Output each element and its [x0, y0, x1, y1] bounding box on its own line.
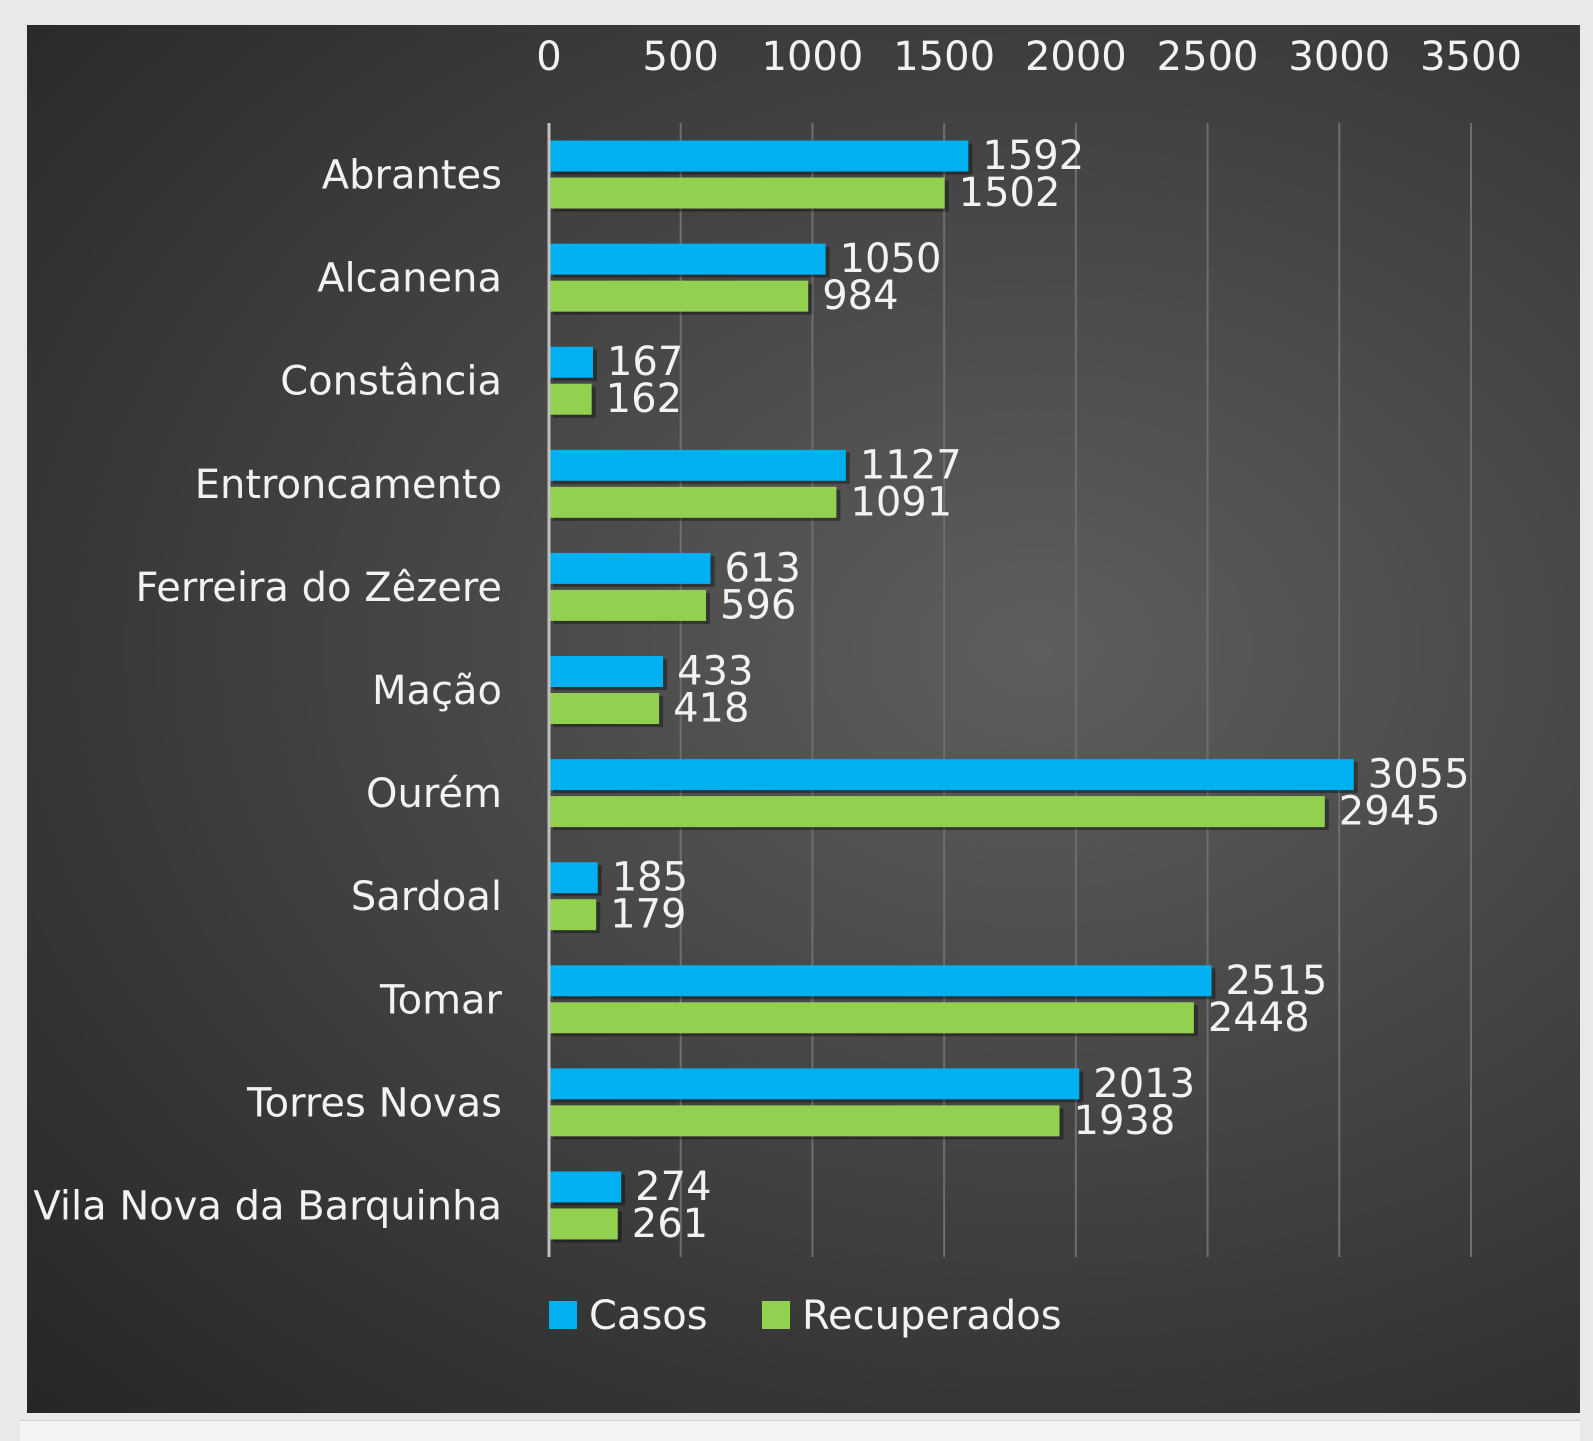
bar-recuperados [549, 280, 809, 312]
category-label: Constância [280, 359, 502, 405]
x-tick-label: 3000 [1288, 34, 1390, 80]
bar-casos [549, 656, 664, 687]
bar-casos [549, 140, 969, 172]
bar-recuperados [549, 899, 597, 931]
data-label: 433 [677, 649, 753, 695]
data-label: 274 [635, 1164, 711, 1210]
bar-casos [549, 449, 846, 481]
x-tick-label: 0 [536, 34, 561, 80]
x-tick-label: 500 [643, 34, 719, 80]
data-label: 1502 [959, 170, 1061, 216]
legend-swatch-recuperados [762, 1301, 790, 1329]
bar-recuperados [549, 589, 707, 621]
category-label: Torres Novas [246, 1080, 502, 1126]
chart-frame: 0 500 1000 1500 2000 2500 3000 3500 1592 1502 105… [27, 25, 1580, 1413]
bar-recuperados [549, 796, 1325, 828]
category-label: Abrantes [322, 153, 502, 199]
bar-casos [549, 759, 1354, 791]
data-label: 1592 [982, 133, 1084, 179]
x-tick-label: 3500 [1420, 34, 1522, 80]
legend: Casos Recuperados [549, 1293, 1062, 1339]
gridlines [679, 123, 1472, 1257]
data-label: 1050 [840, 236, 942, 282]
data-label: 2945 [1339, 789, 1441, 835]
bar-recuperados [549, 1002, 1194, 1034]
x-tick-label: 2500 [1157, 34, 1259, 80]
bar-recuperados [549, 383, 592, 415]
data-label: 162 [606, 376, 682, 422]
data-label: 179 [610, 892, 686, 938]
bar-casos [549, 243, 826, 275]
bar-recuperados [549, 1208, 618, 1240]
data-label: 613 [724, 545, 800, 591]
category-label: Alcanena [317, 256, 502, 302]
category-label: Entroncamento [195, 462, 502, 508]
data-label: 1127 [860, 442, 962, 488]
category-label: Vila Nova da Barquinha [33, 1183, 502, 1229]
category-labels: Abrantes Alcanena Constância Entroncamento F… [33, 153, 502, 1230]
data-label: 185 [612, 855, 688, 901]
data-label: 1938 [1074, 1098, 1176, 1144]
data-label: 261 [632, 1201, 708, 1247]
category-label: Mação [372, 668, 502, 714]
legend-label: Casos [589, 1293, 708, 1339]
bar-casos [549, 552, 711, 584]
bar-casos [549, 346, 593, 378]
data-label: 2013 [1093, 1061, 1195, 1107]
data-label: 596 [720, 582, 796, 628]
bar-recuperados [549, 1105, 1060, 1137]
x-tick-label: 2000 [1025, 34, 1127, 80]
data-label: 984 [822, 273, 898, 319]
x-axis-tick-labels: 0 500 1000 1500 2000 2500 3000 3500 [536, 34, 1522, 80]
category-label: Ferreira do Zêzere [135, 565, 502, 611]
data-label: 2515 [1226, 958, 1328, 1004]
window-bottom-edge [20, 1420, 1580, 1441]
bar-casos [549, 1068, 1080, 1100]
bar-recuperados [549, 177, 945, 209]
bar-casos [549, 862, 598, 894]
data-label: 2448 [1208, 995, 1310, 1041]
x-tick-label: 1000 [762, 34, 864, 80]
bar-casos [549, 965, 1212, 997]
data-label: 1091 [850, 479, 952, 525]
bar-recuperados [549, 693, 660, 724]
category-label: Ourém [366, 771, 502, 817]
data-label: 418 [673, 686, 749, 732]
category-label: Tomar [379, 977, 503, 1023]
bars [549, 140, 1358, 1243]
bar-casos [549, 1171, 622, 1203]
category-label: Sardoal [351, 874, 502, 920]
data-label: 3055 [1368, 752, 1470, 798]
legend-label: Recuperados [802, 1293, 1062, 1339]
legend-swatch-casos [549, 1301, 577, 1329]
bar-recuperados [549, 486, 837, 518]
x-tick-label: 1500 [893, 34, 995, 80]
data-label: 167 [607, 339, 683, 385]
